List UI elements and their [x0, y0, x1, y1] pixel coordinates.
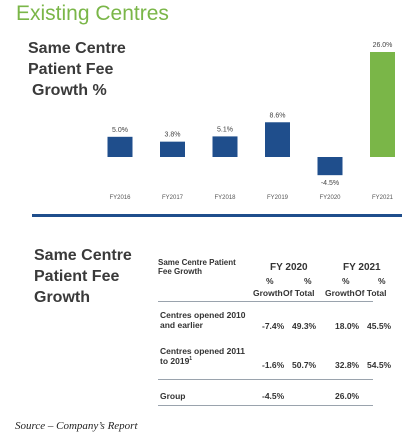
x-tick-label: FY2017	[162, 195, 184, 201]
x-tick-label: FY2020	[319, 195, 341, 201]
data-label: 5.1%	[217, 126, 233, 133]
table-header-label-line: Same Centre Patient	[158, 258, 236, 267]
bar-fy2021	[370, 52, 395, 157]
row-label-line: Centres opened 2011	[160, 346, 246, 356]
chart-title-line: Same Centre	[28, 40, 126, 57]
table-section-title-line: Growth	[34, 289, 90, 306]
bar-fy2018	[212, 136, 238, 157]
cell-value: -4.5%	[262, 391, 285, 401]
row-label-line: Centres opened 2010	[160, 310, 246, 320]
row-label-text: to 2019	[160, 356, 190, 366]
cell-value: 49.3%	[292, 321, 317, 331]
row-label: Centres opened 2011 to 20191	[160, 346, 245, 366]
chart-title-line: Growth %	[32, 82, 107, 99]
x-tick-label: FY2019	[267, 195, 289, 201]
cell-value: -7.4%	[262, 321, 285, 331]
row-label-line: to 20191	[160, 356, 245, 366]
x-tick-label: FY2016	[109, 195, 131, 201]
source-note: Source – Company’s Report	[15, 420, 138, 432]
cell-value: 26.0%	[335, 391, 360, 401]
sub-header-pct: %	[378, 276, 386, 286]
data-label: 3.8%	[165, 132, 181, 139]
cell-value: 54.5%	[367, 360, 392, 370]
bar-fy2020	[317, 157, 343, 176]
table-rule	[158, 405, 373, 406]
bar-fy2016	[107, 136, 133, 157]
cell-value: 45.5%	[367, 321, 392, 331]
data-label: 5.0%	[112, 127, 128, 134]
data-label: -4.5%	[321, 180, 339, 187]
section-divider	[32, 214, 402, 217]
sub-header-pct: %	[266, 276, 274, 286]
data-label: 26.0%	[373, 42, 393, 49]
sub-header-of-total: Of Total	[283, 288, 315, 298]
table-section-title-line: Patient Fee	[34, 268, 120, 285]
sub-header-growth: Growth	[253, 288, 283, 298]
table-rule	[158, 379, 373, 380]
sub-header-pct: %	[304, 276, 312, 286]
row-label: Centres opened 2010 and earlier	[160, 310, 246, 330]
sub-header-of-total: Of Total	[355, 288, 387, 298]
bar-chart: 5.0% FY2016 3.8% FY2017 5.1% FY2018 8.6% FY2019…	[107, 42, 395, 201]
cell-value: 32.8%	[335, 360, 360, 370]
bar-fy2019	[265, 122, 290, 157]
sub-header-growth: Growth	[325, 288, 355, 298]
cell-value: 50.7%	[292, 360, 317, 370]
row-label: Group	[160, 391, 186, 401]
row-label-line: and earlier	[160, 320, 203, 330]
year-header-fy2021: FY 2021	[343, 262, 381, 273]
table-header-label-line: Fee Growth	[158, 267, 203, 276]
chart-title-line: Patient Fee	[28, 61, 114, 78]
data-label: 8.6%	[270, 112, 286, 119]
x-tick-label: FY2018	[214, 195, 236, 201]
chart-title: Same Centre Patient Fee Growth %	[28, 38, 148, 101]
table-section-title-line: Same Centre	[34, 247, 132, 264]
page-title: Existing Centres	[16, 2, 169, 25]
table-section-title: Same Centre Patient Fee Growth	[34, 245, 154, 308]
table-header-label: Same Centre Patient Fee Growth	[158, 258, 236, 276]
x-tick-label: FY2021	[372, 195, 394, 201]
cell-value: -1.6%	[262, 360, 285, 370]
footnote-marker: 1	[189, 356, 193, 363]
bar-fy2017	[160, 141, 185, 157]
sub-header-pct: %	[342, 276, 350, 286]
table-rule	[158, 301, 373, 302]
year-header-fy2020: FY 2020	[270, 262, 308, 273]
cell-value: 18.0%	[335, 321, 360, 331]
